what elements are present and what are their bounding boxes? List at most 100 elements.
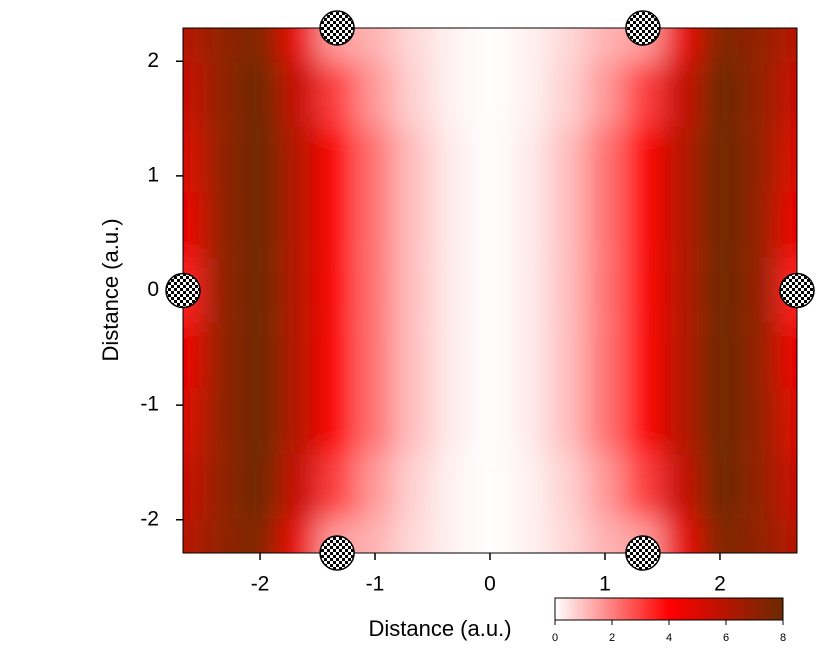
heatmap-cell (700, 519, 739, 553)
heatmap-cell (776, 453, 797, 520)
heatmap-cell (241, 453, 280, 520)
colorbar-tick-label: 8 (780, 632, 786, 644)
heatmap-cell (183, 28, 204, 62)
heatmap-cell (508, 127, 548, 193)
heatmap-cell (738, 519, 777, 553)
heatmap-cell (432, 388, 472, 454)
colorbar-tick-label: 2 (609, 632, 615, 644)
heatmap-cell (241, 61, 280, 128)
heatmap-cell (508, 28, 548, 62)
heatmap-cell (393, 127, 433, 193)
heatmap-cell (279, 28, 318, 62)
heatmap-cell (432, 28, 472, 62)
heatmap-cell (183, 453, 204, 520)
heatmap-cell (471, 453, 509, 520)
heatmap-cell (356, 61, 394, 128)
heatmap-cell (203, 127, 242, 193)
heatmap-cell (547, 127, 587, 193)
heatmap-cell (471, 257, 509, 324)
heatmap-cell (662, 519, 701, 553)
heatmap-cell (471, 127, 509, 193)
heatmap-cell (203, 61, 242, 128)
heatmap-cell (393, 388, 433, 454)
heatmap-cell (586, 61, 624, 128)
heatmap-cell (662, 453, 701, 520)
heatmap-cell (738, 388, 777, 454)
heatmap-cell (586, 388, 624, 454)
heatmap-cell (356, 192, 394, 258)
heatmap-cell (776, 323, 797, 389)
heatmap-cell (432, 453, 472, 520)
heatmap-cell (203, 388, 242, 454)
atom-marker (319, 10, 355, 46)
heatmap-cell (183, 127, 204, 193)
heatmap-cell (776, 519, 797, 553)
x-tick-label: 0 (484, 573, 496, 596)
heatmap-cell (279, 61, 318, 128)
heatmap-cell (586, 28, 624, 62)
heatmap-cell (356, 453, 394, 520)
heatmap-cell (356, 519, 394, 553)
heatmap-cell (393, 453, 433, 520)
heatmap-cell (393, 192, 433, 258)
heatmap-cell (586, 257, 624, 324)
heatmap-cell (547, 257, 587, 324)
heatmap-cell (471, 388, 509, 454)
heatmap-cell (279, 257, 318, 324)
heatmap-cell (471, 323, 509, 389)
heatmap-cell (432, 192, 472, 258)
heatmap-cell (547, 453, 587, 520)
heatmap-cell (356, 28, 394, 62)
x-tick-label: -2 (251, 573, 270, 596)
colorbar-tick-label: 4 (666, 632, 672, 644)
heatmap-cell (317, 388, 357, 454)
y-tick-label: 0 (147, 278, 159, 301)
heatmap-cell (738, 127, 777, 193)
heatmap-cells (183, 28, 797, 553)
heatmap-cell (508, 388, 548, 454)
heatmap-cell (547, 519, 587, 553)
heatmap-cell (356, 388, 394, 454)
heatmap-cell (508, 453, 548, 520)
heatmap-cell (700, 453, 739, 520)
heatmap-cell (700, 323, 739, 389)
heatmap-cell (586, 519, 624, 553)
heatmap-cell (432, 127, 472, 193)
heatmap-cell (662, 192, 701, 258)
heatmap-cell (547, 28, 587, 62)
atom-marker (165, 272, 201, 309)
atom-marker (779, 272, 815, 309)
heatmap-cell (393, 28, 433, 62)
heatmap-cell (700, 388, 739, 454)
x-axis-label: Distance (a.u.) (368, 616, 511, 641)
plot-area (183, 28, 797, 553)
y-tick-label: 1 (147, 163, 159, 186)
heatmap-cell (547, 61, 587, 128)
heatmap-cell (183, 61, 204, 128)
y-axis-label: Distance (a.u.) (98, 218, 123, 361)
heatmap-cell (203, 28, 242, 62)
heatmap-cell (279, 323, 318, 389)
heatmap-cell (356, 323, 394, 389)
heatmap-cell (662, 127, 701, 193)
heatmap-cell (776, 192, 797, 258)
heatmap-cell (700, 61, 739, 128)
heatmap-cell (776, 61, 797, 128)
heatmap-cell (279, 192, 318, 258)
heatmap-cell (586, 192, 624, 258)
x-tick-label: 1 (599, 573, 611, 596)
heatmap-cell (183, 388, 204, 454)
heatmap-cell (203, 453, 242, 520)
heatmap-cell (586, 323, 624, 389)
heatmap-cell (586, 127, 624, 193)
heatmap-cell (203, 257, 242, 324)
heatmap-cell (738, 61, 777, 128)
heatmap-cell (203, 323, 242, 389)
heatmap-cell (241, 388, 280, 454)
heatmap-cell (317, 453, 357, 520)
heatmap-cell (317, 127, 357, 193)
heatmap-cell (776, 127, 797, 193)
heatmap-cell (738, 453, 777, 520)
heatmap-cell (241, 192, 280, 258)
